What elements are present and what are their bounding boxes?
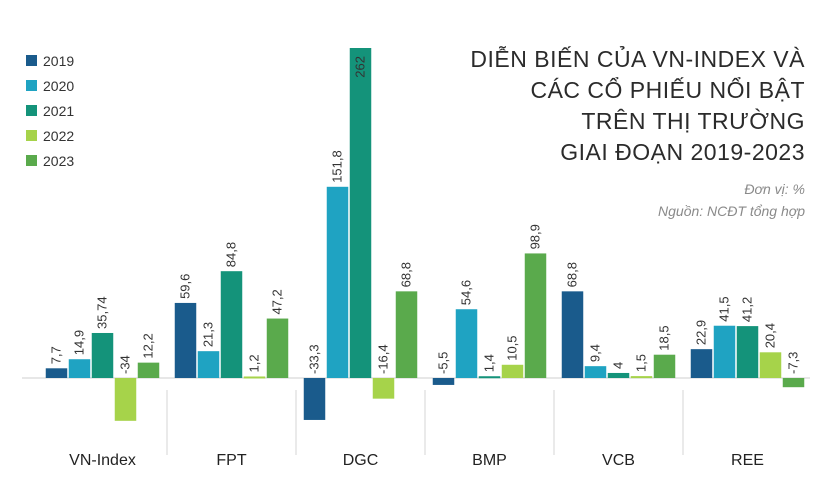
legend-label: 2020 (43, 77, 75, 94)
data-label: 20,4 (763, 323, 778, 348)
legend-label: 2023 (43, 152, 75, 169)
bar (303, 378, 326, 420)
bar (736, 326, 759, 378)
category-label: REE (731, 452, 764, 469)
bar (759, 352, 782, 378)
chart-title-line: DIỄN BIẾN CỦA VN-INDEX VÀ (470, 46, 805, 72)
data-label: 9,4 (588, 344, 603, 362)
data-label: 7,7 (49, 346, 64, 364)
data-label: 59,6 (178, 274, 193, 299)
data-label: 22,9 (694, 320, 709, 345)
data-label: 41,5 (717, 296, 732, 321)
bar (243, 376, 266, 379)
chart-title-block: DIỄN BIẾN CỦA VN-INDEX VÀ CÁC CỔ PHIẾU N… (470, 44, 805, 222)
data-label: 151,8 (330, 150, 345, 183)
unit-note: Đơn vị: % (744, 181, 805, 197)
bar (501, 364, 524, 378)
data-label: 68,8 (399, 262, 414, 287)
legend-swatch (26, 80, 37, 91)
legend-swatch (26, 130, 37, 141)
bar (690, 349, 713, 378)
category-label: VN-Index (69, 452, 136, 469)
bar (524, 253, 547, 378)
legend-swatch (26, 105, 37, 116)
bar (68, 359, 91, 378)
data-label: 21,3 (201, 322, 216, 347)
category-label: DGC (343, 452, 379, 469)
bar (607, 372, 630, 378)
bar (349, 48, 372, 378)
bar (455, 309, 478, 378)
data-label: 18,5 (657, 325, 672, 350)
chart-title-line: GIAI ĐOẠN 2019-2023 (560, 139, 805, 165)
data-label: 1,4 (482, 354, 497, 372)
bar (372, 378, 395, 399)
legend-label: 2021 (43, 102, 75, 119)
data-label: 41,2 (740, 297, 755, 322)
data-label: 35,74 (95, 296, 110, 329)
chart-title-line: CÁC CỔ PHIẾU NỔI BẬT (530, 77, 805, 103)
category-label: BMP (472, 452, 507, 469)
source-note: Nguồn: NCĐT tổng hợp (658, 203, 805, 219)
bar (266, 318, 289, 378)
data-label: 4 (611, 362, 626, 369)
legend-item-2019: 2019 (26, 48, 74, 73)
bar (653, 354, 676, 378)
data-label: 14,9 (72, 330, 87, 355)
category-label: FPT (216, 452, 246, 469)
data-label: 1,2 (247, 354, 262, 372)
data-label: -5,5 (436, 352, 451, 374)
data-label: 54,6 (459, 280, 474, 305)
bar (91, 332, 114, 378)
legend-item-2022: 2022 (26, 123, 74, 148)
bar (326, 186, 349, 378)
bar (713, 325, 736, 378)
legend-item-2023: 2023 (26, 148, 74, 173)
category-label: VCB (602, 452, 635, 469)
chart-title-line: TRÊN THỊ TRƯỜNG (581, 108, 805, 134)
bar (584, 366, 607, 378)
bar (478, 376, 501, 379)
legend-swatch (26, 155, 37, 166)
legend-swatch (26, 55, 37, 66)
data-label: 1,5 (634, 354, 649, 372)
data-label: -34 (118, 355, 133, 374)
bar (630, 376, 653, 379)
bar (782, 378, 805, 388)
bar (561, 291, 584, 378)
bar (114, 378, 137, 421)
data-label: 68,8 (565, 262, 580, 287)
data-label: -16,4 (376, 344, 391, 374)
data-label: 10,5 (505, 335, 520, 360)
bar (197, 351, 220, 378)
legend-item-2021: 2021 (26, 98, 74, 123)
data-label: 47,2 (270, 289, 285, 314)
data-label: 12,2 (141, 333, 156, 358)
legend-label: 2019 (43, 52, 75, 69)
data-label: 98,9 (528, 224, 543, 249)
bar (432, 378, 455, 385)
bar (220, 271, 243, 378)
chart-legend: 2019 2020 2021 2022 2023 (26, 48, 74, 173)
bar (45, 368, 68, 378)
data-label: 262 (353, 56, 368, 78)
data-label: 84,8 (224, 242, 239, 267)
legend-item-2020: 2020 (26, 73, 74, 98)
bar (395, 291, 418, 378)
bar (137, 362, 160, 378)
legend-label: 2022 (43, 127, 75, 144)
data-label: -7,3 (786, 352, 801, 374)
bar (174, 302, 197, 378)
data-label: -33,3 (307, 344, 322, 374)
